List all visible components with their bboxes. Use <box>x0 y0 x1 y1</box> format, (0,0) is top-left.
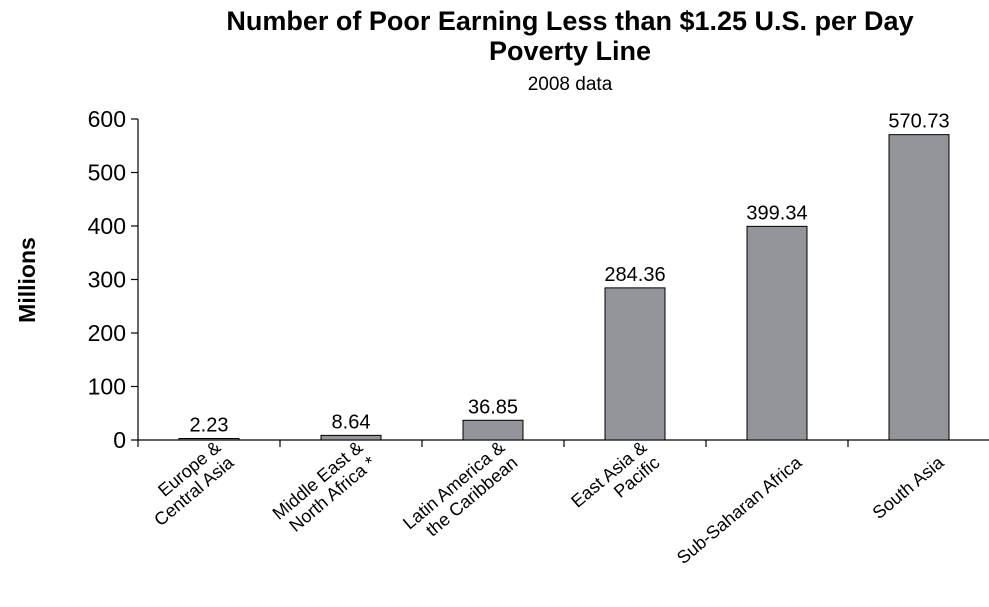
x-category-label-line: Sub-Saharan Africa <box>673 452 806 568</box>
bar <box>604 287 666 441</box>
y-tick-label: 500 <box>88 160 126 186</box>
data-label: 570.73 <box>888 111 949 133</box>
bar <box>888 134 950 441</box>
x-category-label: East Asia &Pacific <box>567 437 663 527</box>
y-tick-label: 400 <box>88 213 126 239</box>
y-axis-label: Millions <box>14 237 40 323</box>
bar <box>746 225 808 441</box>
chart-title-line-2: Poverty Line <box>489 36 651 66</box>
y-tick-label: 300 <box>88 267 126 293</box>
chart-subtitle: 2008 data <box>528 74 613 95</box>
data-label: 8.64 <box>332 411 371 433</box>
chart-title-line-1: Number of Poor Earning Less than $1.25 U… <box>226 6 913 36</box>
x-category-label: South Asia <box>869 452 949 523</box>
y-tick-label: 200 <box>88 320 126 346</box>
y-tick-label: 100 <box>88 374 126 400</box>
y-tick-label: 0 <box>113 427 126 453</box>
x-category-label: Middle East &North Africa * <box>269 437 380 539</box>
bar <box>320 434 382 441</box>
x-category-label-line: South Asia <box>869 452 949 523</box>
data-label: 2.23 <box>190 415 229 437</box>
data-label: 399.34 <box>746 202 807 224</box>
x-category-label: Sub-Saharan Africa <box>673 452 806 568</box>
bar <box>178 438 240 441</box>
x-category-label: Latin America &the Caribbean <box>399 437 521 549</box>
data-label: 36.85 <box>468 396 518 418</box>
x-category-label: Europe &Central Asia <box>137 436 238 530</box>
data-label: 284.36 <box>604 264 665 286</box>
y-tick-label: 600 <box>88 106 126 132</box>
bar <box>462 419 524 441</box>
